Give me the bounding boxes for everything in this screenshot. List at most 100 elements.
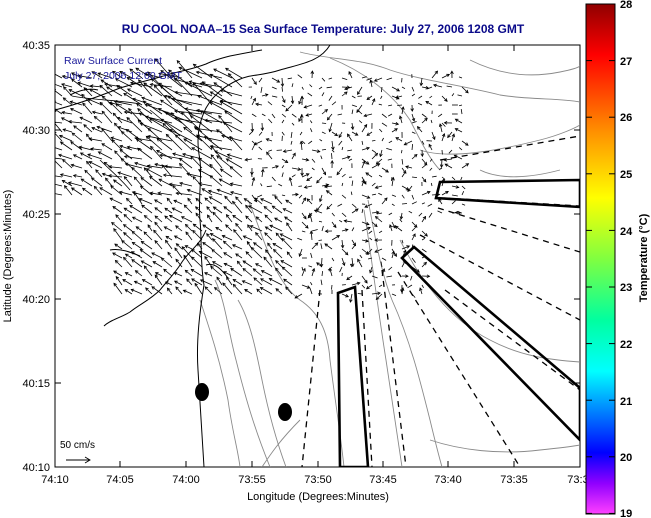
current-vector: [115, 260, 123, 268]
current-vector: [275, 232, 283, 241]
current-vector: [69, 89, 83, 97]
current-vector: [135, 270, 143, 277]
current-vector-head: [443, 121, 448, 125]
current-vector-head: [192, 63, 197, 68]
current-vector: [167, 287, 173, 295]
current-vector: [115, 78, 133, 88]
current-vector-head: [100, 79, 105, 83]
current-vector-head: [324, 108, 329, 113]
current-vector: [324, 185, 333, 188]
current-vector: [357, 293, 363, 295]
current-vector-head: [316, 262, 320, 266]
current-vector: [91, 127, 103, 133]
current-vector: [433, 84, 443, 88]
current-vector: [251, 77, 257, 85]
current-vector-head: [325, 190, 330, 194]
current-vector: [328, 77, 333, 80]
current-vector-head: [149, 82, 154, 87]
current-vector-head: [225, 224, 229, 228]
current-vector-head: [154, 215, 159, 219]
current-vector-head: [263, 205, 268, 210]
current-vector-head: [229, 182, 234, 186]
y-tick-label: 40:25: [22, 209, 50, 221]
current-vector: [223, 252, 233, 259]
current-vector-head: [198, 182, 202, 186]
current-vector-head: [364, 279, 368, 284]
current-vector-head: [298, 253, 302, 257]
current-vector: [95, 169, 103, 178]
current-vector: [121, 131, 133, 142]
current-vector: [421, 158, 428, 166]
current-vector-head: [325, 183, 330, 187]
current-vector: [460, 176, 463, 181]
current-vector-head: [412, 233, 416, 238]
current-vector: [441, 122, 446, 127]
current-vector-head: [182, 289, 187, 293]
current-vector: [206, 206, 213, 214]
current-vector-head: [260, 168, 265, 173]
current-vector-head: [133, 176, 138, 181]
current-vector: [318, 104, 323, 107]
current-vector-head: [349, 299, 353, 303]
current-vector: [242, 260, 253, 268]
current-vector: [174, 78, 203, 88]
current-vector: [364, 203, 373, 208]
current-vector: [411, 221, 418, 228]
current-vector-head: [208, 196, 213, 200]
current-vector: [307, 92, 313, 97]
current-vector-head: [230, 268, 234, 272]
current-vector: [140, 249, 153, 259]
current-vector: [260, 183, 263, 187]
current-vector-head: [131, 216, 136, 220]
current-vector-head: [215, 226, 219, 231]
current-vector: [117, 117, 133, 124]
current-vector-head: [173, 271, 178, 276]
current-vector: [341, 229, 348, 232]
current-vector: [351, 131, 358, 136]
current-vector-head: [444, 163, 449, 167]
current-vector: [223, 122, 243, 133]
current-vector-head: [150, 145, 154, 150]
current-vector-head: [90, 177, 95, 181]
current-vector: [275, 288, 283, 295]
current-vector: [267, 242, 273, 250]
current-vector-head: [165, 133, 170, 138]
current-vector: [151, 252, 163, 259]
current-vector-head: [184, 107, 189, 111]
current-vector-head: [184, 269, 189, 274]
current-vector: [290, 131, 293, 138]
current-vector-head: [61, 179, 66, 184]
current-vector: [232, 201, 243, 214]
current-vector: [366, 77, 373, 81]
current-vector: [301, 268, 306, 277]
y-tick-label: 40:35: [22, 40, 50, 52]
current-vector: [431, 131, 436, 140]
current-vector: [357, 86, 363, 95]
current-vector-head: [255, 102, 259, 107]
current-vector: [388, 212, 393, 216]
current-vector: [300, 141, 303, 151]
current-vector: [174, 110, 203, 115]
current-vector: [129, 68, 143, 79]
current-vector: [280, 260, 293, 268]
current-vector: [164, 226, 173, 232]
current-vector-head: [265, 249, 269, 253]
current-vector: [437, 113, 443, 118]
current-vector-head: [393, 253, 397, 258]
current-vector-head: [227, 73, 232, 77]
current-vector-head: [187, 197, 191, 202]
current-vector: [91, 71, 103, 79]
current-vector-head: [125, 128, 130, 133]
current-vector-head: [299, 140, 304, 145]
current-vector-head: [115, 275, 120, 280]
current-vector: [461, 191, 465, 196]
current-vector: [55, 183, 63, 187]
current-vector-head: [377, 291, 381, 296]
current-vector: [265, 249, 273, 259]
current-vector: [411, 257, 416, 263]
current-vector: [113, 179, 123, 187]
current-vector-head: [83, 124, 87, 128]
current-vector-head: [242, 267, 247, 272]
current-vector-head: [322, 171, 327, 176]
current-vector: [165, 240, 173, 250]
